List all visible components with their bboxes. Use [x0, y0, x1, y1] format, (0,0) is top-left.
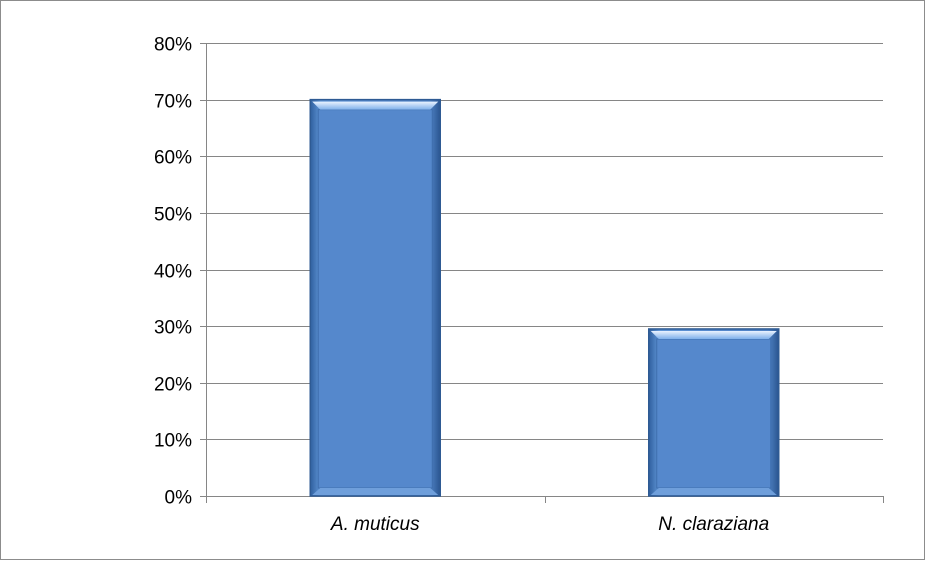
bar-top-highlight — [650, 330, 777, 339]
y-tick-label: 80% — [154, 35, 192, 56]
bar-inner-face — [317, 109, 433, 489]
bar-bottom-bevel — [312, 488, 439, 495]
bar — [309, 98, 441, 497]
bar-top-highlight — [312, 101, 439, 110]
x-category-label: N. claraziana — [658, 514, 769, 535]
y-tick-label: 0% — [165, 488, 193, 509]
labels: 0% 10% 20% 30% 40% 50% 60% 70% 80% A. muticus N. c… — [154, 35, 769, 536]
y-tick-label: 20% — [154, 375, 192, 396]
bar — [648, 328, 780, 497]
y-tick-label: 10% — [154, 431, 192, 452]
axes — [200, 43, 884, 503]
bar-bottom-bevel — [650, 488, 777, 495]
bar-inner-face — [656, 338, 772, 489]
x-category-label: A. muticus — [330, 514, 420, 535]
bars — [309, 98, 780, 497]
gridlines — [206, 43, 883, 440]
y-tick-label: 30% — [154, 318, 192, 339]
y-tick-label: 60% — [154, 148, 192, 169]
y-tick-label: 40% — [154, 262, 192, 283]
y-tick-label: 50% — [154, 205, 192, 226]
y-tick-label: 70% — [154, 92, 192, 113]
